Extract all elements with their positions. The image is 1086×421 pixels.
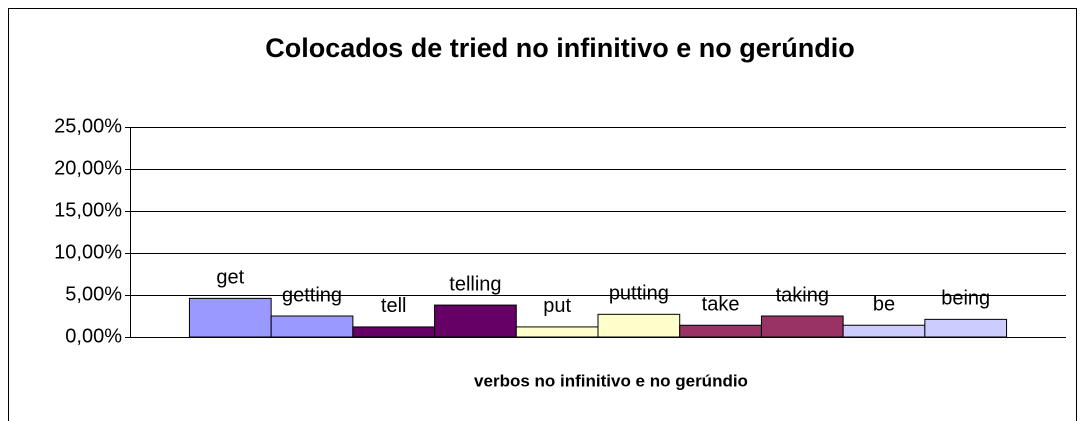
data-label: putting (609, 283, 669, 305)
data-label: be (873, 294, 895, 316)
y-tick-label: 20,00% (54, 157, 122, 179)
bar (597, 313, 681, 338)
data-label: take (702, 294, 740, 316)
y-tick-label: 10,00% (54, 241, 122, 263)
y-tick-label: 5,00% (65, 283, 122, 305)
bar (515, 326, 599, 338)
data-label: put (543, 295, 571, 317)
bar (679, 324, 762, 338)
data-label: telling (449, 273, 501, 295)
data-label: taking (776, 284, 829, 306)
bar (434, 304, 517, 338)
bar (188, 297, 272, 338)
bar (270, 315, 354, 338)
y-tick-label: 15,00% (54, 199, 122, 221)
data-label: tell (381, 295, 407, 317)
bar (924, 318, 1008, 338)
bar (352, 326, 436, 338)
y-tick-label: 0,00% (65, 325, 122, 347)
data-label: being (941, 288, 990, 310)
bar (760, 315, 844, 338)
chart-title: Colocados de tried no infinitivo e no ge… (265, 33, 855, 63)
data-label: getting (282, 284, 342, 306)
chart-frame (8, 8, 1077, 421)
y-tick-label: 25,00% (54, 115, 122, 137)
x-axis-label: verbos no infinitivo e no gerúndio (474, 371, 748, 390)
bar (842, 324, 926, 338)
data-label: get (216, 267, 244, 289)
